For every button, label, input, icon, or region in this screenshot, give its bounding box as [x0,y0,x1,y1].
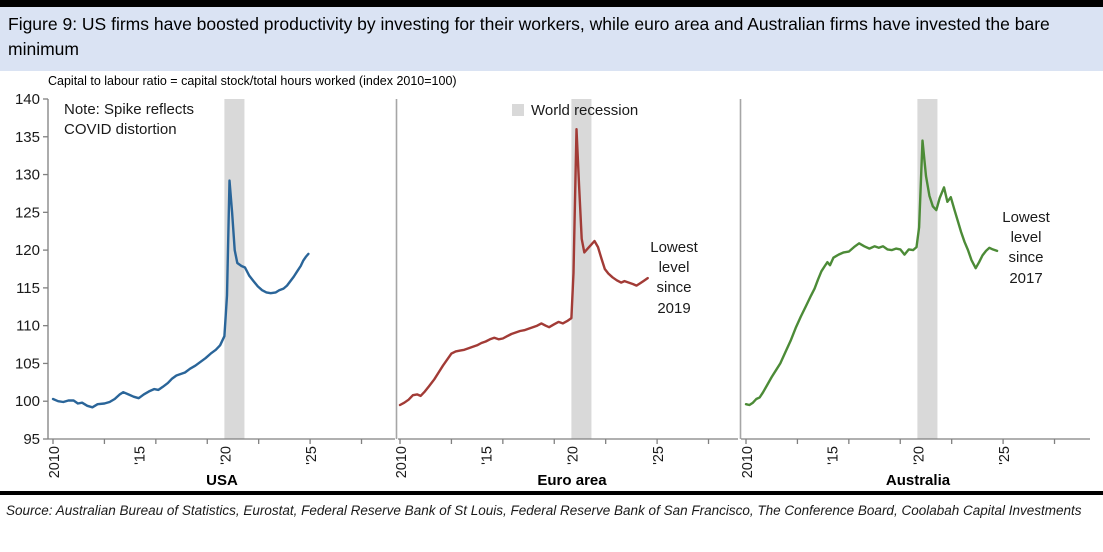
euro-area-line [398,127,649,406]
australia-line [744,139,999,406]
panel-title-euro-area: Euro area [537,471,607,489]
x-axis-tick-label: 2010 [47,446,63,478]
y-axis-tick-label: 100 [15,393,40,410]
y-axis-tick-label: 120 [15,242,40,259]
euro-lowest-annotation: Lowest level since 2019 [650,238,698,317]
top-black-bar [0,0,1103,7]
y-axis-tick-label: 125 [15,204,40,221]
legend-world-recession: World recession [512,102,638,119]
panel-title-australia: Australia [885,471,951,489]
x-axis-tick-label: '15 [133,446,149,465]
y-axis-tick-label: 130 [15,166,40,183]
panel-title-usa: USA [206,471,238,489]
chart-subtitle: Capital to labour ratio = capital stock/… [48,73,457,88]
chart-area: 95 100 105 110 115 120 125 130 135 140 2010 '15 '20 '… [0,90,1103,490]
x-axis-tick-label: '20 [218,446,234,465]
usa-line [51,179,310,409]
y-axis-tick-label: 110 [16,317,40,334]
y-axis-tick-label: 105 [15,355,40,372]
x-axis-tick-label: 2010 [394,446,410,478]
recession-band-swatch-icon [512,104,524,117]
recession-band [917,98,938,439]
x-axis-tick-label: '15 [826,446,842,465]
x-axis-tick-label: '25 [304,446,320,465]
x-axis-tick-label: '20 [911,446,927,465]
y-axis-tick-label: 115 [16,280,40,297]
x-axis-tick-label: '15 [480,446,496,465]
figure-title: Figure 9: US firms have boosted producti… [0,7,1103,71]
legend-label: World recession [531,101,639,119]
australia-lowest-annotation: Lowest level since 2017 [1002,208,1050,287]
chart-canvas: 95 100 105 110 115 120 125 130 135 140 2010 '15 '20 '… [15,91,1090,478]
x-axis-tick-label: '20 [565,446,581,465]
y-axis-tick-label: 95 [23,431,40,448]
bottom-black-rule [0,490,1103,495]
source-text: Source: Australian Bureau of Statistics,… [6,502,1082,518]
usa-covid-note: Note: Spike reflects COVID distortion [64,100,195,138]
y-axis-tick-label: 140 [15,91,40,108]
y-axis-tick-label: 135 [15,129,40,146]
x-axis-tick-label: '25 [997,446,1013,465]
x-axis-tick-label: 2010 [740,446,756,478]
x-axis-tick-label: '25 [651,446,667,465]
